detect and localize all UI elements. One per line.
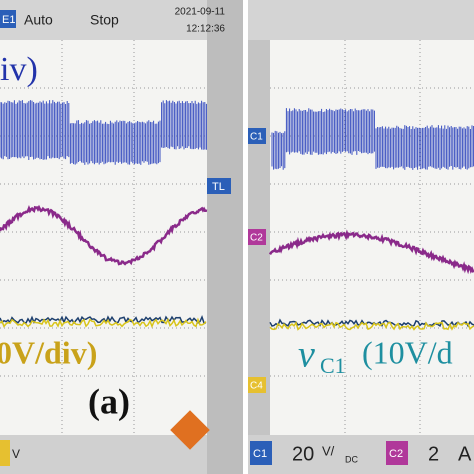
footer-c1-value: 20 [292, 443, 314, 465]
label-scale: (10V/d [362, 334, 453, 370]
left-screen [0, 40, 207, 435]
right-footer [248, 435, 474, 474]
marker-label: C2 [250, 233, 263, 244]
label-subscript: C1 [320, 353, 346, 378]
footer-c2-value: 2 [428, 443, 439, 465]
left-bezel [207, 0, 243, 474]
footer-c2-tag: C2 [389, 448, 403, 460]
state: Stop [90, 12, 119, 28]
date: 2021-09-11 [175, 7, 226, 18]
figure: E1 Auto Stop 2021-09-11 12:12:36 iv) TL … [0, 0, 474, 474]
footer-badge [0, 440, 10, 466]
left-footer [0, 435, 207, 474]
channel-tag: E1 [2, 14, 15, 26]
scale-bottom: 0V/div) [0, 334, 97, 370]
marker-label: C4 [250, 381, 263, 392]
panel-label: (a) [88, 381, 130, 421]
footer-c1-tag: C1 [253, 448, 267, 460]
mode: Auto [24, 12, 53, 28]
marker-label: C1 [250, 132, 263, 143]
time: 12:12:36 [186, 24, 225, 35]
trigger-tag: TL [212, 181, 225, 193]
scale-top: iv) [0, 51, 38, 88]
footer-c1-coupling: DC [345, 454, 358, 464]
label-symbol: v [298, 334, 315, 376]
footer-unit: V [12, 447, 20, 461]
footer-c1-unit: V/ [322, 443, 335, 458]
gap [243, 0, 248, 474]
right-top-bar [248, 0, 474, 40]
footer-c2-unit: A [458, 443, 472, 465]
